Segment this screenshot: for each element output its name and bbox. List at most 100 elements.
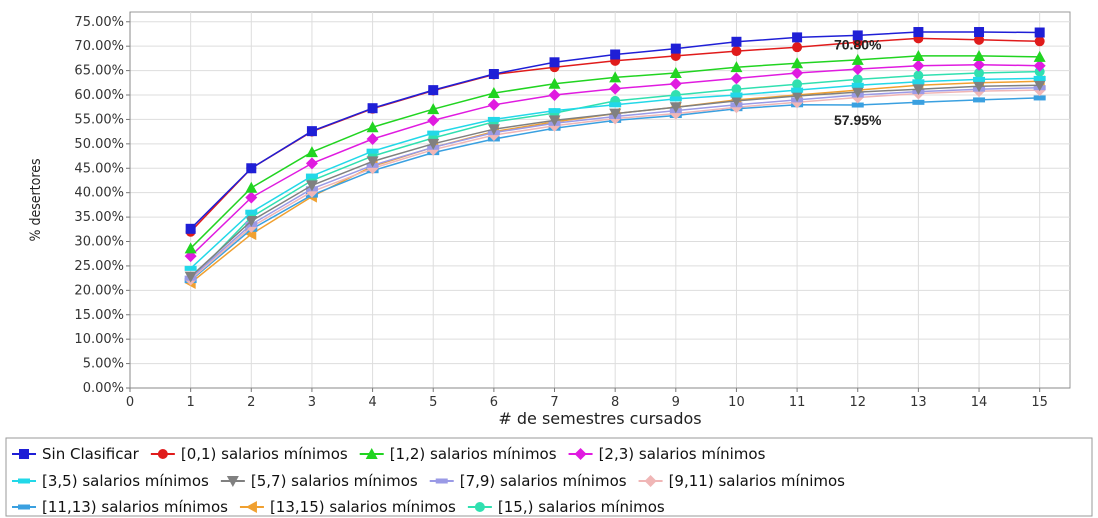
data-point <box>792 79 803 90</box>
data-point <box>791 67 804 80</box>
x-tick-label: 2 <box>247 395 255 410</box>
x-tick-label: 10 <box>728 395 745 410</box>
y-tick-label: 50.00% <box>74 137 124 152</box>
legend-label: [9,11) salarios mínimos <box>669 472 846 490</box>
x-tick-label: 13 <box>910 395 927 410</box>
data-point <box>731 36 742 47</box>
legend-item: [7,9) salarios mínimos <box>429 472 627 490</box>
data-annotation: 57.95% <box>834 112 882 128</box>
y-tick-label: 25.00% <box>74 259 124 274</box>
data-point <box>610 49 621 60</box>
data-point <box>184 250 197 263</box>
legend-item: [11,13) salarios mínimos <box>12 498 228 516</box>
data-point <box>730 95 743 107</box>
data-point <box>245 191 258 204</box>
data-point <box>609 71 622 83</box>
data-point <box>427 103 440 115</box>
legend-swatch-marker <box>365 448 378 459</box>
x-tick-label: 5 <box>429 395 437 410</box>
legend-label: [1,2) salarios mínimos <box>390 445 557 463</box>
x-tick-label: 7 <box>550 395 558 410</box>
grid <box>129 12 1070 389</box>
data-point <box>1033 95 1046 101</box>
legend-swatch-marker <box>435 478 448 484</box>
data-point <box>246 163 257 174</box>
data-point <box>669 67 682 79</box>
x-tick-label: 12 <box>849 395 866 410</box>
legend-swatch-marker <box>574 448 587 460</box>
legend-label: [5,7) salarios mínimos <box>251 472 418 490</box>
x-tick-label: 4 <box>368 395 376 410</box>
data-point <box>245 209 258 215</box>
y-tick-label: 35.00% <box>74 210 124 225</box>
legend-item: [1,2) salarios mínimos <box>359 445 557 463</box>
data-point <box>428 85 439 96</box>
legend-item: [15,) salarios mínimos <box>467 498 665 516</box>
data-point <box>366 148 379 154</box>
series-1 <box>185 27 1045 234</box>
data-point <box>669 102 682 114</box>
data-point <box>973 76 986 82</box>
data-point <box>912 99 925 105</box>
data-point <box>245 181 258 193</box>
data-point <box>609 108 622 120</box>
data-point <box>792 42 803 53</box>
data-point <box>549 57 560 68</box>
x-tick-label: 6 <box>490 395 498 410</box>
data-point <box>974 34 985 45</box>
data-point <box>487 116 500 122</box>
series-4 <box>184 58 1046 263</box>
data-point <box>427 138 440 150</box>
y-tick-label: 30.00% <box>74 235 124 250</box>
series-6 <box>184 80 1046 283</box>
data-point <box>1033 75 1046 81</box>
data-point <box>730 72 743 85</box>
y-axis-title: % desertores <box>28 158 44 241</box>
x-tick-label: 0 <box>126 395 134 410</box>
annotations: 70.80% 57.95% <box>834 36 882 128</box>
data-point <box>609 102 622 108</box>
legend-item: [0,1) salarios mínimos <box>150 445 348 463</box>
data-point <box>245 215 258 227</box>
data-point <box>366 121 379 133</box>
data-point <box>487 124 500 136</box>
data-point <box>912 49 925 61</box>
data-point <box>184 271 197 283</box>
data-point <box>1033 50 1046 62</box>
x-tick-label: 1 <box>187 395 195 410</box>
data-point <box>1034 27 1045 38</box>
legend-label: [3,5) salarios mínimos <box>42 472 209 490</box>
data-point <box>305 180 318 192</box>
y-tick-label: 45.00% <box>74 161 124 176</box>
data-point <box>548 108 561 114</box>
data-point <box>730 92 743 98</box>
y-tick-label: 20.00% <box>74 283 124 298</box>
data-point <box>488 69 499 80</box>
data-point <box>1033 59 1046 72</box>
data-point <box>669 96 682 102</box>
data-point <box>851 63 864 76</box>
data-point <box>851 53 864 65</box>
legend: Sin Clasificar [0,1) salarios mínimos [1,2… <box>5 437 1093 517</box>
data-point <box>427 130 440 136</box>
y-tick-label: 0.00% <box>83 381 124 396</box>
legend-item: [13,15) salarios mínimos <box>239 498 456 516</box>
x-tick-label: 14 <box>971 395 988 410</box>
x-tick-label: 11 <box>789 395 806 410</box>
data-point <box>851 87 864 99</box>
data-point <box>305 146 318 158</box>
y-tick-label: 65.00% <box>74 64 124 79</box>
x-axis-title: # de semestres cursados <box>498 409 701 428</box>
data-point <box>669 77 682 90</box>
legend-item: [3,5) salarios mínimos <box>12 472 209 490</box>
data-point <box>305 173 318 179</box>
data-point <box>184 265 197 271</box>
y-tick-label: 60.00% <box>74 88 124 103</box>
legend-swatch-marker <box>226 476 239 487</box>
legend-box <box>5 437 1093 517</box>
data-point <box>427 114 440 127</box>
y-tick-label: 10.00% <box>74 332 124 347</box>
data-point <box>851 102 864 108</box>
